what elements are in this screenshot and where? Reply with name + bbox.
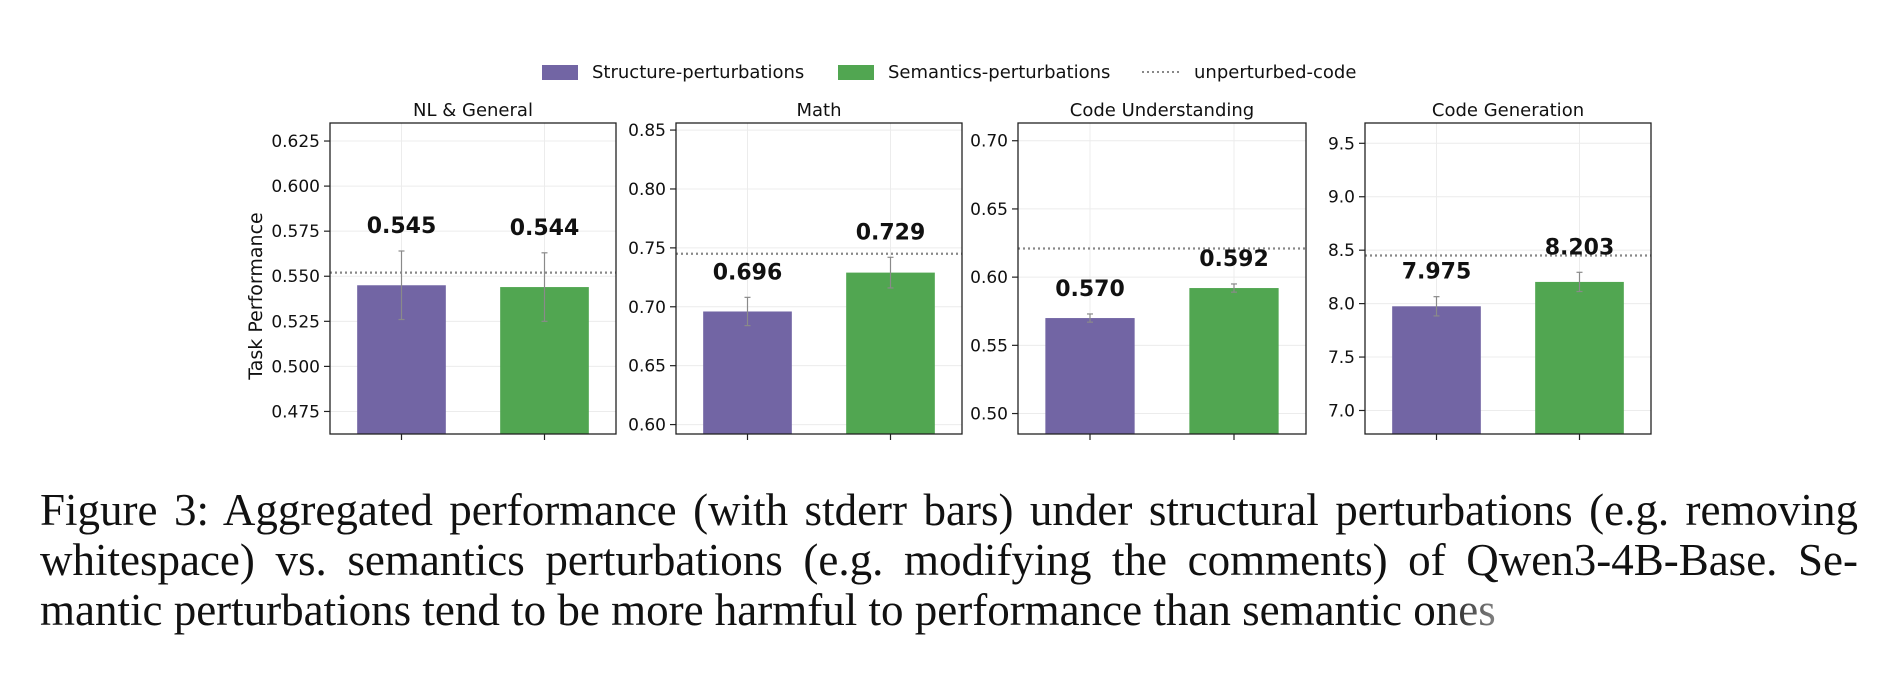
value-label-structure: 7.975: [1402, 260, 1472, 285]
panel-title: Code Understanding: [1070, 100, 1254, 121]
y-tick-label: 8.0: [1328, 295, 1355, 315]
y-tick-label: 0.75: [628, 239, 666, 259]
caption-line-2: whitespace) vs. semantics perturbations …: [40, 535, 1858, 585]
panel-code-understanding: 0.50 0.55 0.60 0.65 0.70 0.570 0.592 Code Under…: [970, 100, 1307, 440]
y-tick-label: 7.0: [1328, 401, 1355, 421]
y-tick-label: 7.5: [1328, 348, 1355, 368]
y-tick-label: 0.55: [970, 336, 1008, 356]
value-label-semantics: 8.203: [1545, 235, 1615, 260]
value-label-structure: 0.696: [713, 260, 783, 285]
y-tick-label: 0.70: [970, 132, 1008, 152]
y-tick-label: 9.5: [1328, 134, 1355, 154]
legend-label-baseline: unperturbed-code: [1194, 62, 1356, 83]
y-tick-label: 0.550: [271, 267, 320, 287]
y-tick-label: 0.525: [271, 312, 320, 332]
y-tick-label: 9.0: [1328, 188, 1355, 208]
figure-caption: Figure 3: Aggregated performance (with s…: [40, 485, 1858, 635]
plot-frame: [1017, 122, 1307, 435]
bar-structure: [1045, 318, 1135, 434]
y-tick-label: 0.70: [628, 298, 666, 318]
y-tick-label: 0.85: [628, 121, 666, 141]
bar-semantics: [846, 272, 935, 434]
plot-frame: [1364, 122, 1652, 435]
y-tick-label: 0.625: [271, 132, 320, 152]
legend-label-structure: Structure-perturbations: [592, 62, 804, 83]
value-label-semantics: 0.729: [856, 220, 926, 245]
plot-frame: [675, 122, 963, 435]
y-tick-label: 0.50: [970, 405, 1008, 425]
legend: Structure-perturbations Semantics-pertur…: [542, 62, 1356, 83]
panel-math: 0.60 0.65 0.70 0.75 0.80 0.85 0.696 0.729 Math: [628, 100, 963, 440]
bar-semantics: [1535, 281, 1624, 434]
caption-line-1: Figure 3: Aggregated performance (with s…: [40, 485, 1858, 535]
y-tick-label: 0.475: [271, 402, 320, 422]
panel-nl-and-general: 0.475 0.500 0.525 0.550 0.575 0.600 0.625 0.545…: [271, 100, 617, 440]
y-tick-label: 8.5: [1328, 241, 1355, 261]
bar-structure: [1392, 306, 1481, 434]
panel-code-generation: 7.0 7.5 8.0 8.5 9.0 9.5 7.975 8.203 Code Generat…: [1328, 100, 1652, 440]
plot-frame: [329, 122, 617, 435]
figure-chart: Structure-perturbations Semantics-pertur…: [245, 62, 1652, 440]
y-tick-label: 0.60: [970, 268, 1008, 288]
y-tick-label: 0.600: [271, 177, 320, 197]
bar-semantics: [1189, 288, 1279, 434]
y-tick-label: 0.65: [628, 357, 666, 377]
panel-title: Code Generation: [1432, 100, 1584, 121]
value-label-structure: 0.545: [367, 214, 437, 239]
y-axis-label: Task Performance: [245, 212, 267, 380]
panel-title: NL & General: [413, 100, 533, 121]
legend-label-semantics: Semantics-perturbations: [888, 62, 1110, 83]
caption-fade-overlay: [1440, 598, 1880, 668]
panel-title: Math: [796, 100, 841, 121]
value-label-structure: 0.570: [1055, 277, 1125, 302]
legend-swatch-semantics: [838, 65, 874, 80]
y-tick-label: 0.60: [628, 416, 666, 436]
caption-line-3: mantic perturbations tend to be more har…: [40, 585, 1496, 635]
y-tick-label: 0.575: [271, 222, 320, 242]
value-label-semantics: 0.544: [510, 216, 580, 241]
y-tick-label: 0.65: [970, 200, 1008, 220]
legend-swatch-structure: [542, 65, 578, 80]
y-tick-label: 0.500: [271, 357, 320, 377]
value-label-semantics: 0.592: [1199, 247, 1269, 272]
bar-structure: [703, 311, 792, 434]
y-tick-label: 0.80: [628, 180, 666, 200]
